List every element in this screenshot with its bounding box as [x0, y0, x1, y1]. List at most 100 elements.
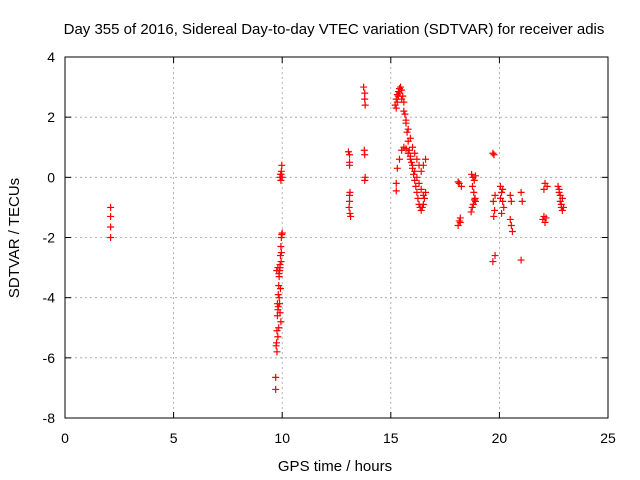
data-point: [347, 212, 355, 220]
data-point: [406, 155, 414, 163]
data-point: [392, 187, 400, 195]
chart-title: Day 355 of 2016, Sidereal Day-to-day VTE…: [64, 21, 605, 38]
data-point: [456, 218, 464, 226]
x-tick-label: 0: [61, 430, 69, 446]
data-point: [491, 206, 499, 214]
data-point: [498, 188, 506, 196]
data-point: [345, 203, 353, 211]
data-point: [558, 206, 566, 214]
data-point: [419, 200, 427, 208]
data-point: [393, 164, 401, 172]
data-point: [540, 185, 548, 193]
data-point: [346, 209, 354, 217]
data-point: [411, 167, 419, 175]
data-point: [344, 148, 352, 156]
grid: [65, 57, 608, 418]
data-point: [274, 303, 282, 311]
data-point: [278, 173, 286, 181]
data-point: [361, 95, 369, 103]
x-tick-labels: 0 5 10 15 20 25: [61, 430, 616, 446]
y-axis-label: SDTVAR / TECUs: [6, 178, 23, 298]
data-point: [517, 256, 525, 264]
data-point: [392, 179, 400, 187]
data-point: [413, 155, 421, 163]
data-point: [508, 227, 516, 235]
data-point: [277, 243, 285, 251]
data-point: [393, 98, 401, 106]
data-point: [277, 318, 285, 326]
data-point: [274, 333, 282, 341]
data-point: [500, 203, 508, 211]
data-point: [276, 252, 284, 260]
data-point: [541, 218, 549, 226]
data-point: [489, 149, 497, 157]
data-point: [491, 252, 499, 260]
data-point: [411, 149, 419, 157]
data-point: [554, 182, 562, 190]
data-point: [490, 151, 498, 159]
data-point: [277, 176, 285, 184]
data-point: [413, 173, 421, 181]
data-point: [278, 229, 286, 237]
data-point: [410, 170, 418, 178]
data-point: [273, 348, 281, 356]
data-point: [272, 373, 280, 381]
data-point: [107, 203, 115, 211]
data-point: [457, 182, 465, 190]
data-point: [361, 151, 369, 159]
data-point: [454, 178, 462, 186]
data-point: [541, 179, 549, 187]
data-point: [417, 206, 425, 214]
data-point: [272, 385, 280, 393]
data-point: [395, 89, 403, 97]
data-point: [276, 285, 284, 293]
data-point: [275, 324, 283, 332]
data-point: [498, 209, 506, 217]
data-point: [361, 173, 369, 181]
data-point: [402, 116, 410, 124]
data-point: [415, 179, 423, 187]
data-point: [489, 258, 497, 266]
data-point: [392, 104, 400, 112]
data-point: [277, 258, 285, 266]
data-point: [405, 146, 413, 154]
data-point: [398, 95, 406, 103]
data-point: [412, 182, 420, 190]
data-point: [409, 143, 417, 151]
y-tick-label: 0: [47, 169, 55, 185]
x-tick-label: 10: [274, 430, 290, 446]
data-point: [276, 264, 284, 272]
data-point: [397, 83, 405, 91]
data-point: [417, 185, 425, 193]
data-point: [518, 197, 526, 205]
data-point: [346, 161, 354, 169]
y-tick-labels: -8 -6 -4 -2 0 2 4: [43, 49, 56, 426]
data-point: [496, 194, 504, 202]
data-point: [555, 185, 563, 193]
data-point: [517, 188, 525, 196]
data-point: [404, 125, 412, 133]
data-point: [558, 194, 566, 202]
data-point: [468, 170, 476, 178]
data-point: [506, 215, 514, 223]
data-point: [491, 191, 499, 199]
x-tick-label: 15: [383, 430, 399, 446]
data-point: [273, 339, 281, 347]
data-point: [275, 294, 283, 302]
data-point: [506, 191, 514, 199]
data-point: [419, 161, 427, 169]
data-point: [507, 197, 515, 205]
data-point: [467, 208, 475, 216]
data-point: [455, 217, 463, 225]
data-point: [468, 182, 476, 190]
data-point: [278, 161, 286, 169]
y-tick-label: -8: [43, 410, 56, 426]
data-points: [107, 83, 567, 393]
data-point: [395, 155, 403, 163]
data-point: [419, 191, 427, 199]
data-point: [471, 194, 479, 202]
data-point: [418, 203, 426, 211]
data-point: [277, 170, 285, 178]
data-point: [470, 196, 478, 204]
